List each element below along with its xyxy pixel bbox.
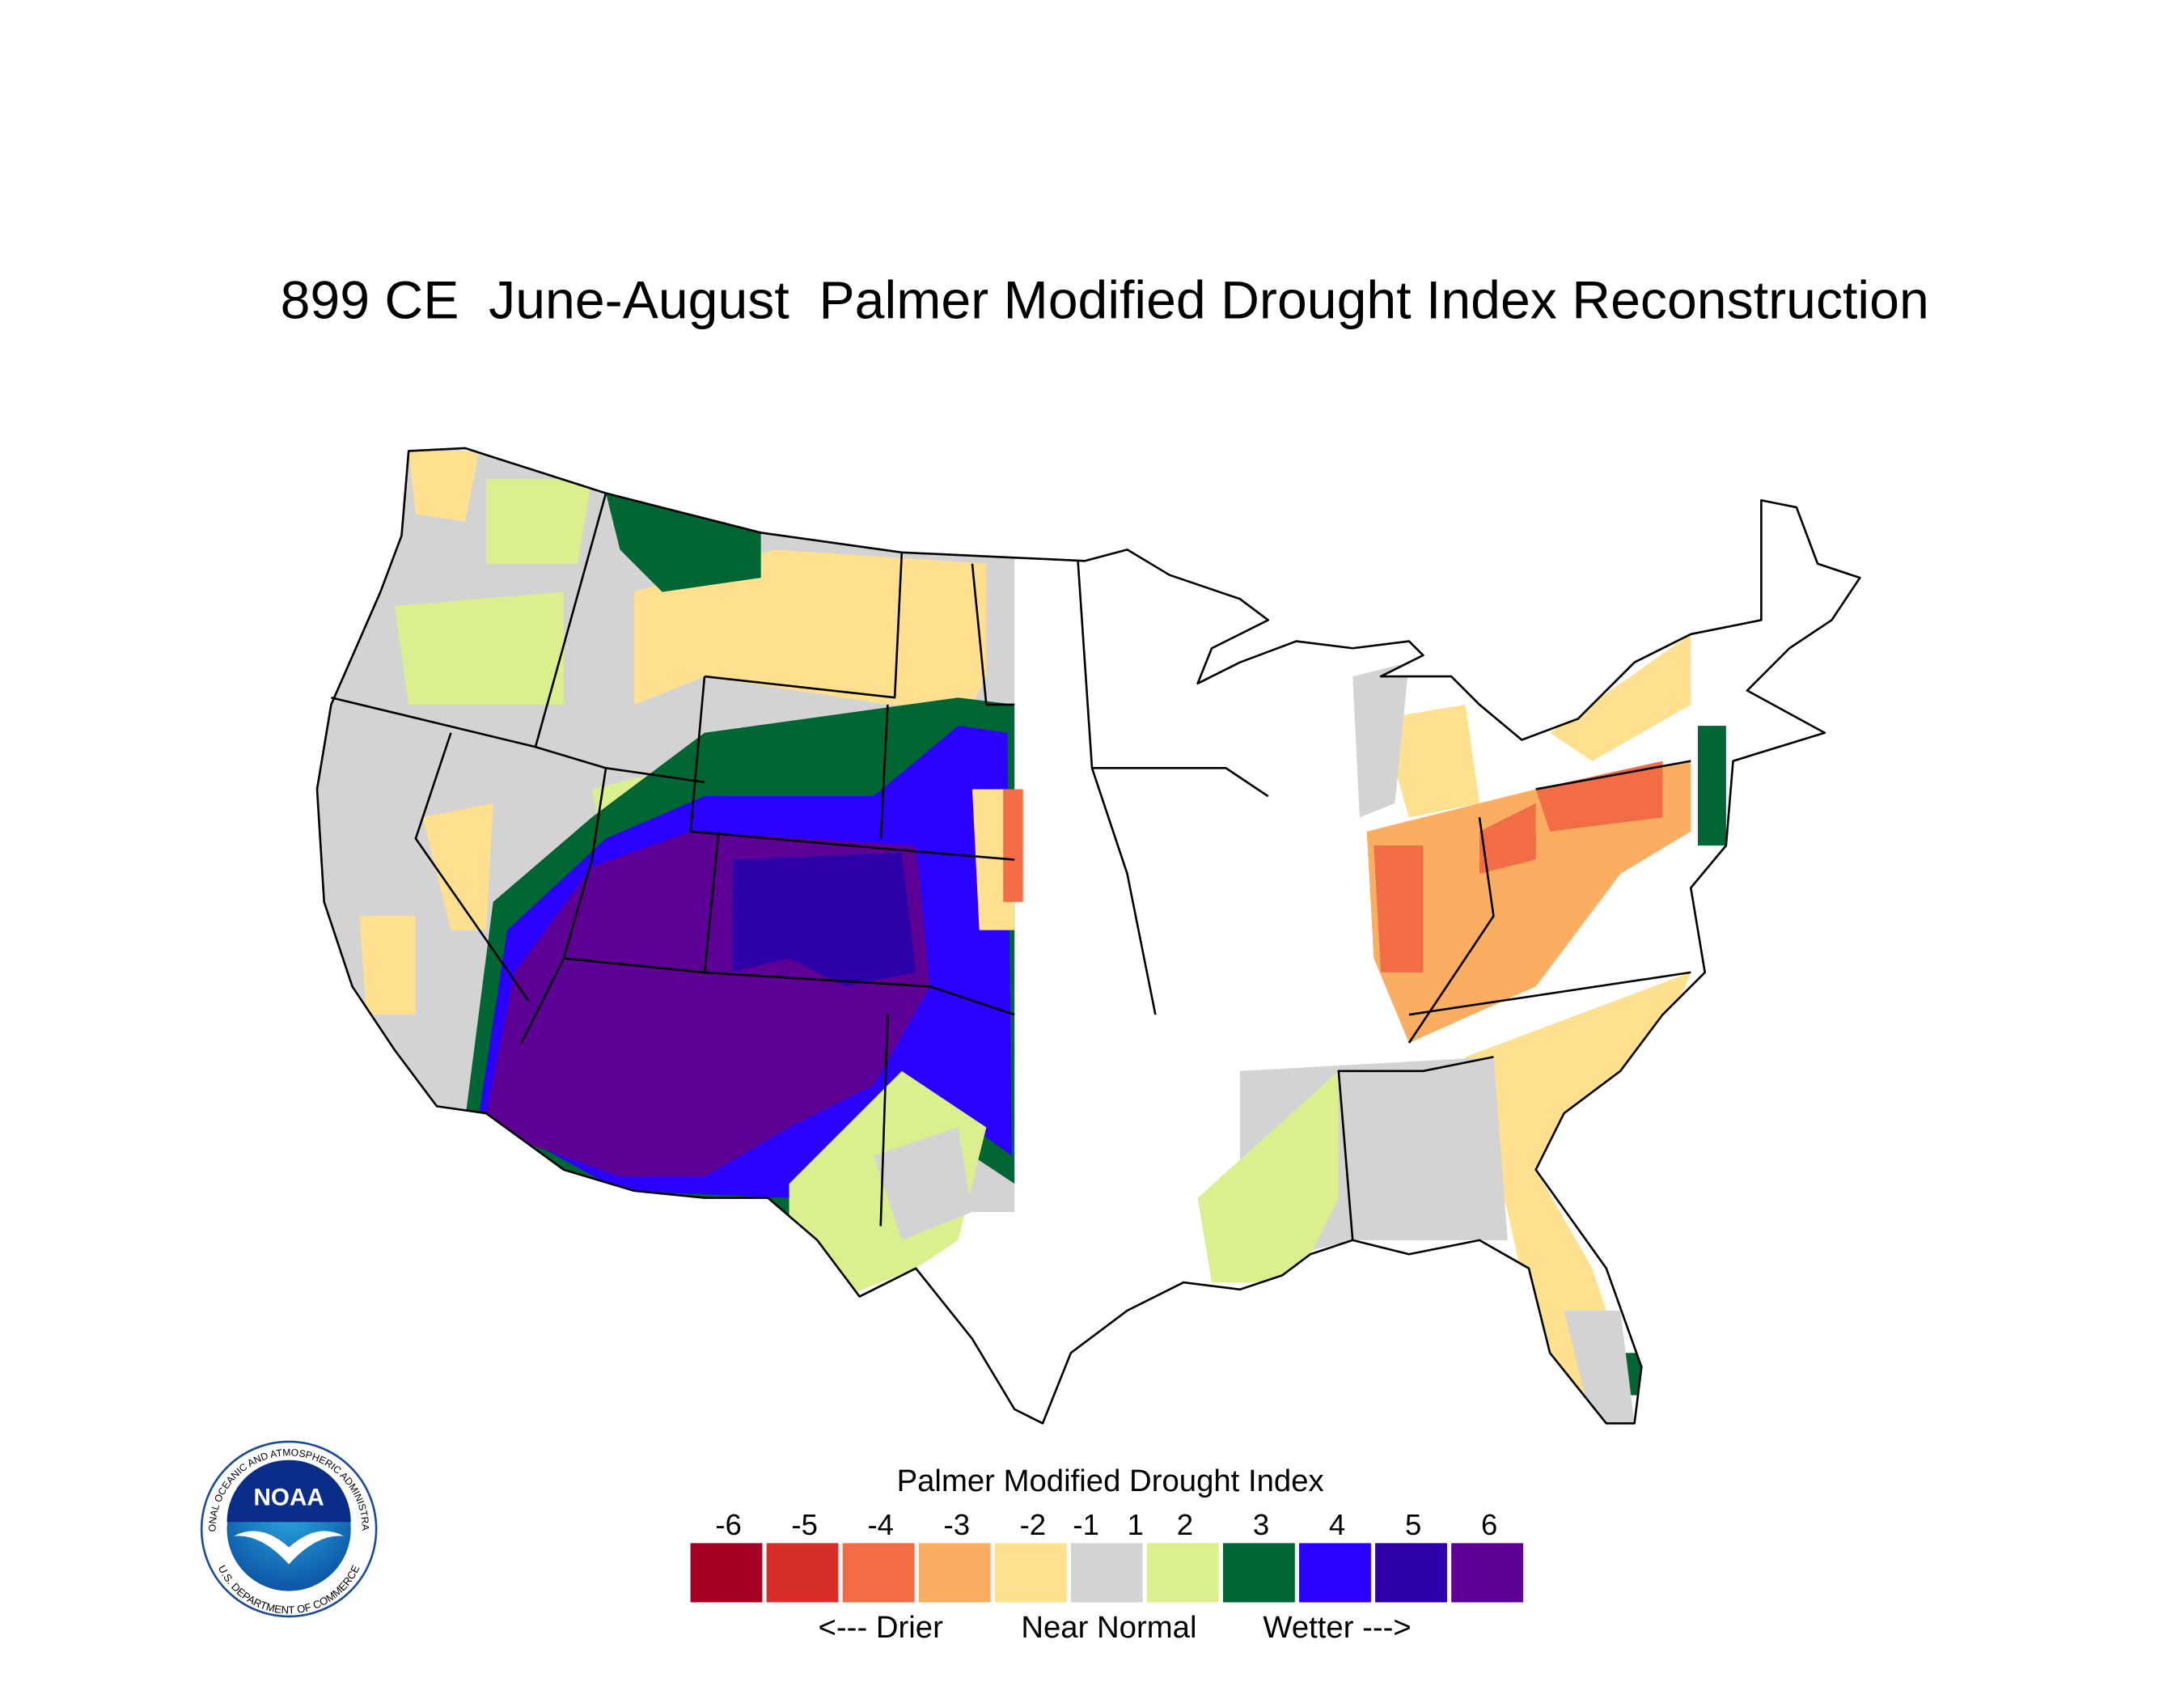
legend-tick-label: -6 — [715, 1508, 742, 1541]
index-region — [1003, 789, 1023, 902]
logo-bird — [234, 1531, 345, 1565]
index-region — [633, 549, 987, 705]
index-region — [732, 852, 916, 987]
legend-tick-label: 3 — [1253, 1508, 1269, 1541]
index-region — [1197, 1070, 1339, 1283]
legend-swatch — [1222, 1543, 1295, 1603]
legend-tick-label: 2 — [1177, 1508, 1193, 1541]
index-region — [606, 493, 761, 592]
legend-tick-label: 6 — [1481, 1508, 1497, 1541]
legend-tick-label: -3 — [944, 1508, 971, 1541]
legend-caption: <--- Drier — [819, 1610, 944, 1645]
legend-swatch — [1375, 1543, 1447, 1603]
index-region — [408, 451, 480, 522]
index-region — [485, 479, 592, 564]
drought-field — [316, 447, 1726, 1424]
legend-swatch — [1070, 1543, 1143, 1603]
legend-tick-label: -2 — [1020, 1508, 1047, 1541]
map-title: 899 CE June-August Palmer Modified Droug… — [281, 271, 1929, 331]
legend-tick-label: 1 — [1128, 1508, 1144, 1541]
index-region — [1465, 972, 1691, 1409]
legend-tick-label: -5 — [791, 1508, 818, 1541]
legend-swatch — [918, 1543, 991, 1603]
legend-tick-label: 5 — [1405, 1508, 1421, 1541]
legend-caption: Near Normal — [1021, 1610, 1196, 1645]
legend-tick-label: 4 — [1329, 1508, 1345, 1541]
index-region — [874, 1127, 972, 1240]
legend-tick-label: -4 — [867, 1508, 894, 1541]
legend-swatch — [1146, 1543, 1219, 1603]
legend-swatch — [690, 1543, 763, 1603]
state-borders — [331, 493, 1691, 1240]
legend-title: Palmer Modified Drought Index — [897, 1464, 1324, 1498]
legend-tick-label: -1 — [1073, 1508, 1099, 1541]
index-region — [1479, 803, 1536, 874]
index-region — [422, 803, 493, 930]
legend-caption: Wetter ---> — [1263, 1610, 1411, 1645]
index-region — [1698, 726, 1726, 846]
index-region — [1373, 845, 1424, 972]
legend: Palmer Modified Drought Index -6 -5 -4 -3 -2… — [690, 1464, 1524, 1645]
legend-swatch — [842, 1543, 915, 1603]
logo-top — [226, 1460, 351, 1523]
index-region — [1381, 704, 1480, 818]
index-region — [1564, 1310, 1635, 1424]
index-region — [1366, 761, 1691, 1043]
index-region — [394, 591, 564, 705]
index-region — [1352, 662, 1409, 818]
legend-swatch — [1451, 1543, 1524, 1603]
index-region — [1550, 633, 1691, 761]
index-region — [359, 916, 416, 1015]
us-map — [315, 447, 1861, 1425]
us-outline — [315, 447, 1861, 1425]
legend-swatch — [1299, 1543, 1371, 1603]
legend-swatch — [994, 1543, 1067, 1603]
legend-swatch — [766, 1543, 839, 1603]
logo-name: NOAA — [254, 1484, 324, 1510]
index-region — [1535, 761, 1663, 832]
